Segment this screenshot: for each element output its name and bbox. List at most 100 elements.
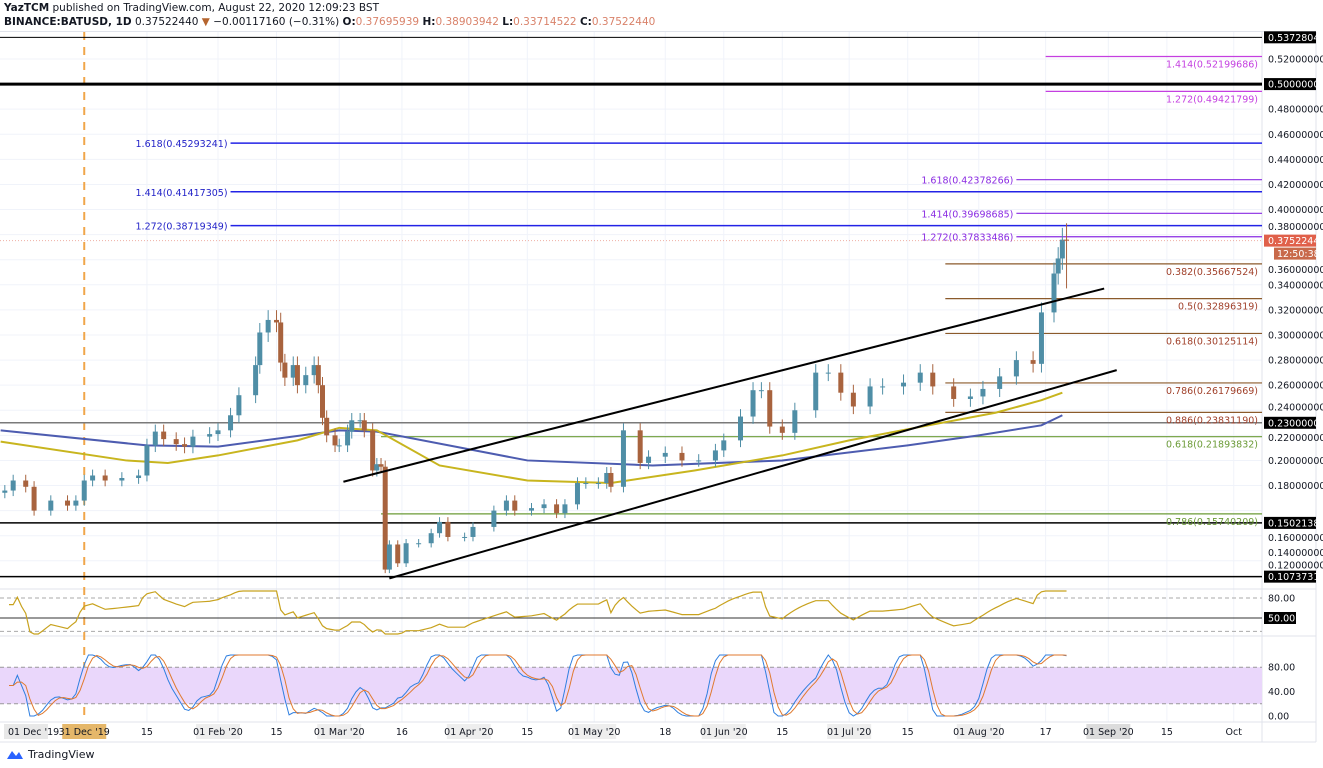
fib-level-label: 0.618(0.21893832) <box>1166 440 1258 451</box>
price-axis-label: 0.24000000 <box>1268 403 1323 414</box>
candle-body <box>437 521 443 534</box>
price-change: −0.00117160 (−0.31%) <box>213 16 340 28</box>
low-value: 0.33714522 <box>513 16 577 28</box>
level-price-tag-text: 0.15021387 <box>1268 518 1323 529</box>
down-arrow-icon: ▼ <box>201 16 210 28</box>
candle-body <box>951 386 957 399</box>
candle-body <box>997 376 1003 389</box>
candle-body <box>767 390 773 427</box>
candle-body <box>370 430 376 471</box>
time-axis-label: 01 Jul '20 <box>827 727 871 738</box>
rsi-level-tag <box>1264 612 1296 624</box>
candle-body <box>23 480 29 487</box>
candle-body <box>583 483 589 485</box>
candle-body <box>646 456 652 463</box>
fib-level-label: 1.414(0.41417305) <box>136 188 228 199</box>
trendline <box>389 369 1117 580</box>
tradingview-logo[interactable]: TradingView <box>6 748 94 761</box>
countdown-text: 12:50:38 <box>1277 249 1320 260</box>
candle-body <box>386 544 392 570</box>
price-axis-label: 0.38000000 <box>1268 222 1323 233</box>
candle-body <box>236 395 242 416</box>
candle-body <box>604 472 610 484</box>
time-axis-label: 15 <box>1161 727 1173 738</box>
candle-body <box>324 417 330 436</box>
candle-body <box>838 372 844 393</box>
rsi-axis-label: 80.00 <box>1268 593 1295 604</box>
candle-body <box>361 420 367 431</box>
candle-body <box>173 439 179 445</box>
candle-body <box>215 430 221 435</box>
candle-body <box>65 500 71 506</box>
candle-body <box>320 385 325 418</box>
time-axis-label: 17 <box>1040 727 1052 738</box>
candle-body <box>1013 360 1019 377</box>
candle-body <box>541 504 547 509</box>
candle-body <box>2 490 8 493</box>
countdown-tag <box>1274 247 1316 260</box>
candle-body <box>980 388 986 397</box>
trendline <box>343 287 1105 483</box>
candle-body <box>917 372 923 383</box>
candle-body <box>257 332 263 366</box>
time-axis-label: 01 Feb '20 <box>193 727 243 738</box>
symbol-name[interactable]: BINANCE:BATUSD, 1D <box>4 16 132 28</box>
candle-body <box>81 480 87 501</box>
candle-body <box>608 472 614 487</box>
last-price: 0.37522440 <box>134 16 199 28</box>
publisher-name[interactable]: YazTCM <box>4 2 50 14</box>
candle-body <box>792 410 798 433</box>
candle-body <box>357 420 363 422</box>
time-label-bg <box>701 724 746 739</box>
fib-level-label: 1.414(0.52199686) <box>1166 59 1258 70</box>
candle-body <box>1038 312 1044 364</box>
fib-level-label: 1.618(0.42378266) <box>921 176 1013 187</box>
price-axis-label: 0.22000000 <box>1268 433 1323 444</box>
candle-body <box>378 464 384 467</box>
logo-text: TradingView <box>28 748 95 761</box>
time-label-bg <box>827 724 872 739</box>
candle-body <box>930 372 936 387</box>
candle-body <box>182 444 188 447</box>
level-price-tag <box>1264 570 1316 583</box>
candle-body <box>679 452 685 461</box>
fib-level-label: 0.382(0.35667524) <box>1166 267 1258 278</box>
time-axis-label: 01 Apr '20 <box>444 727 493 738</box>
candle-body <box>416 543 422 545</box>
candle-body <box>662 452 668 457</box>
fib-level-label: 1.618(0.45293241) <box>136 139 228 150</box>
fib-level-label: 0.5(0.32896319) <box>1178 302 1258 313</box>
candle-body <box>867 386 873 407</box>
price-axis-label: 0.34000000 <box>1268 280 1323 291</box>
fib-level-label: 1.414(0.39698685) <box>921 209 1013 220</box>
candle-body <box>462 536 468 538</box>
candle-body <box>813 372 819 411</box>
fib-level-label: 1.272(0.38719349) <box>136 222 228 233</box>
open-value: 0.37695939 <box>355 16 420 28</box>
price-axis-label: 0.46000000 <box>1268 130 1323 141</box>
open-label: O: <box>342 16 356 28</box>
price-axis-label: 0.18000000 <box>1268 481 1323 492</box>
candle-body <box>190 436 196 447</box>
candle-body <box>1059 239 1065 259</box>
candle-body <box>574 483 580 505</box>
candle-body <box>48 500 54 511</box>
level-price-tag <box>1264 416 1316 429</box>
candle-body <box>1064 239 1070 241</box>
candle-body <box>395 544 401 564</box>
level-price-tag-text: 0.53728047 <box>1268 33 1323 44</box>
fib-level-label: 1.272(0.37833486) <box>921 233 1013 244</box>
candle-body <box>119 478 125 481</box>
close-value: 0.37522440 <box>591 16 656 28</box>
moving-average-slow-line <box>0 414 1063 467</box>
publish-info: YazTCM published on TradingView.com, Aug… <box>4 2 379 14</box>
candle-body <box>880 386 886 388</box>
candle-body <box>554 504 560 514</box>
candle-body <box>637 430 643 463</box>
candle-body <box>290 365 296 378</box>
candle-body <box>228 415 234 431</box>
time-label-bg <box>317 724 362 739</box>
high-label: H: <box>422 16 436 28</box>
candle-body <box>152 431 158 446</box>
